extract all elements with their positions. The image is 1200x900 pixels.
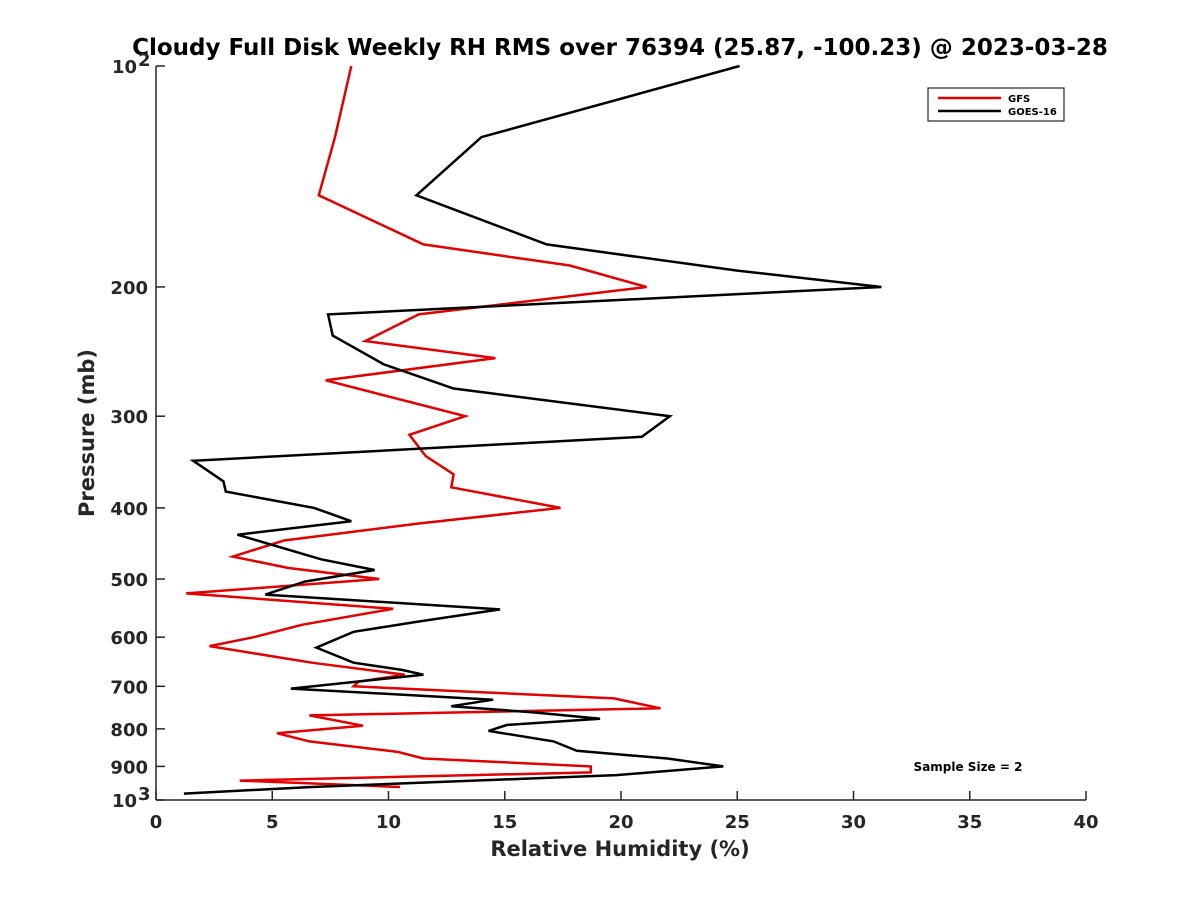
y-axis-label: Pressure (mb) bbox=[75, 349, 99, 517]
y-tick-label: 800 bbox=[110, 720, 148, 741]
x-tick-label: 20 bbox=[608, 812, 633, 833]
legend-label: GOES-16 bbox=[1008, 107, 1057, 118]
x-axis-label: Relative Humidity (%) bbox=[490, 837, 749, 861]
y-tick-label: 200 bbox=[110, 278, 148, 299]
y-tick-label: 400 bbox=[110, 499, 148, 520]
y-tick-label: 900 bbox=[110, 757, 148, 778]
y-tick-exponent: 3 bbox=[138, 784, 151, 805]
x-tick-label: 0 bbox=[150, 812, 163, 833]
x-tick-label: 40 bbox=[1073, 812, 1098, 833]
legend-label: GFS bbox=[1008, 94, 1030, 105]
x-tick-label: 25 bbox=[725, 812, 750, 833]
x-ticks: 0 5 10 15 20 25 30 35 40 bbox=[150, 791, 1099, 833]
x-tick-label: 15 bbox=[492, 812, 517, 833]
y-tick-label: 500 bbox=[110, 570, 148, 591]
series-lines bbox=[183, 64, 882, 795]
x-tick-label: 30 bbox=[841, 812, 866, 833]
chart-title: Cloudy Full Disk Weekly RH RMS over 7639… bbox=[132, 35, 1108, 61]
x-tick-label: 35 bbox=[957, 812, 982, 833]
y-tick-label: 300 bbox=[110, 407, 148, 428]
y-tick-exponent: 2 bbox=[138, 50, 151, 71]
series-line-gfs bbox=[186, 65, 661, 789]
x-tick-label: 10 bbox=[376, 812, 401, 833]
legend-box bbox=[927, 87, 1065, 122]
legend: GFS GOES-16 bbox=[927, 87, 1065, 122]
sample-size-annotation: Sample Size = 2 bbox=[914, 760, 1023, 774]
y-tick-label: 10 bbox=[112, 57, 137, 78]
y-tick-label: 600 bbox=[110, 628, 148, 649]
series-line-goes-16 bbox=[183, 64, 882, 795]
y-tick-label: 700 bbox=[110, 677, 148, 698]
x-tick-label: 5 bbox=[266, 812, 279, 833]
y-tick-label: 10 bbox=[112, 791, 137, 812]
